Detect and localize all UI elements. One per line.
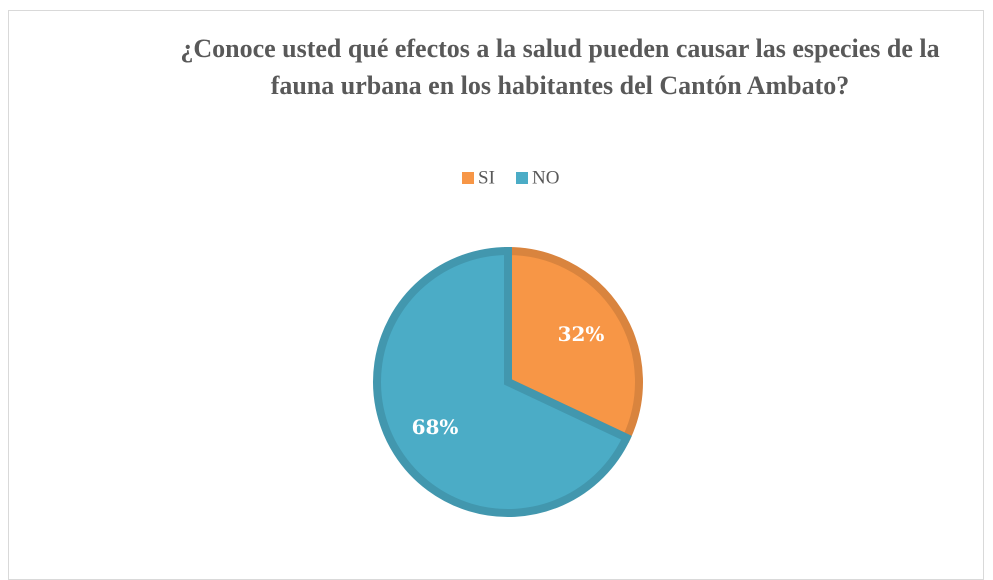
legend-swatch: [516, 172, 528, 184]
page: ¿Conoce usted qué efectos a la salud pue…: [8, 10, 984, 580]
legend-label: SI: [478, 167, 495, 188]
chart-title: ¿Conoce usted qué efectos a la salud pue…: [180, 34, 940, 100]
pie-slice: [373, 246, 632, 517]
legend-swatch: [462, 172, 474, 184]
data-label: 32%: [558, 322, 605, 346]
chart: SI NO 32% 68%: [373, 167, 643, 517]
pie-slice: [504, 246, 643, 444]
data-label: 68%: [412, 415, 459, 439]
legend-label: NO: [532, 167, 559, 188]
